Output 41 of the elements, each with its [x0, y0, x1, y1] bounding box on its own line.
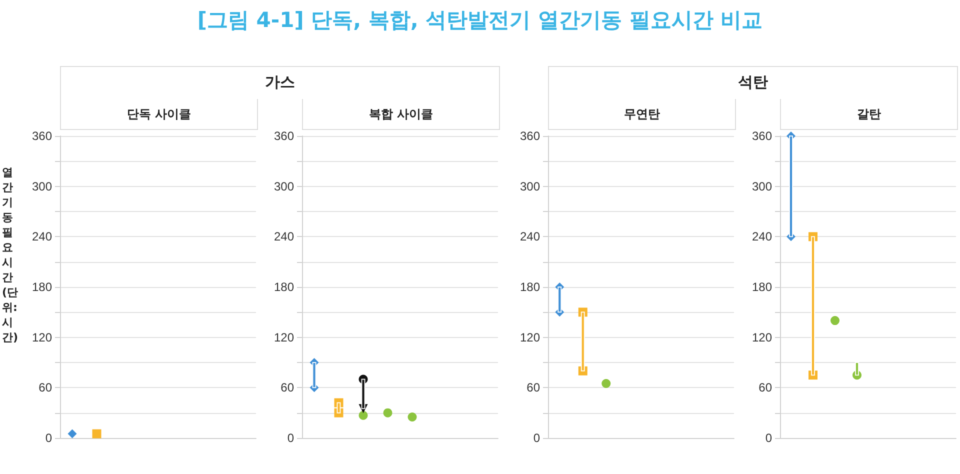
y-tick-label: 0	[533, 431, 540, 445]
chart-subtitle: 단독 사이클	[60, 99, 258, 130]
chart-subtitle: 무연탄	[548, 99, 736, 130]
y-tick-label: 60	[526, 380, 540, 395]
y-tick-label: 360	[752, 129, 772, 143]
text: [그림 4-1] 단독, 복합, 석탄발전기 열간기동 필요시간 비교	[196, 7, 764, 34]
y-tick-label: 60	[280, 380, 294, 395]
y-tick-label: 180	[752, 280, 772, 294]
y-tick-label: 180	[520, 280, 540, 294]
y-tick-label: 120	[520, 330, 540, 344]
point	[408, 412, 417, 422]
y-tick-label: 0	[45, 431, 52, 445]
point	[358, 410, 368, 420]
text: 석탄	[548, 66, 958, 99]
text: 가스	[60, 66, 500, 99]
y-tick-label: 300	[520, 179, 540, 194]
y-tick-label: 60	[758, 380, 772, 395]
y-tick-label: 180	[32, 280, 52, 294]
chart-subtitle: 복합 사이클	[302, 99, 500, 130]
y-tick-label: 120	[752, 330, 772, 344]
y-tick-label: 300	[752, 179, 772, 194]
y-tick-label: 360	[274, 129, 294, 143]
y-tick-label: 120	[32, 330, 52, 344]
y-tick-label: 360	[520, 129, 540, 143]
y-tick-label: 60	[38, 380, 52, 395]
y-tick-label: 240	[752, 230, 772, 244]
point	[383, 408, 392, 418]
y-tick-label: 300	[274, 179, 294, 194]
y-tick-label: 240	[520, 230, 540, 244]
point	[602, 378, 611, 388]
y-tick-label: 0	[765, 431, 772, 445]
y-tick-label: 120	[274, 330, 294, 344]
chart-subtitle: 갈탄	[780, 99, 958, 130]
y-tick-label: 240	[32, 230, 52, 244]
y-tick-label: 180	[274, 280, 294, 294]
y-tick-label: 240	[274, 230, 294, 244]
y-tick-label: 300	[32, 179, 52, 194]
text: 열간기동 필요시간 (단위: 시간)	[2, 166, 18, 344]
y-tick-label: 360	[32, 129, 52, 143]
point	[830, 316, 840, 326]
y-tick-label: 0	[287, 431, 294, 445]
